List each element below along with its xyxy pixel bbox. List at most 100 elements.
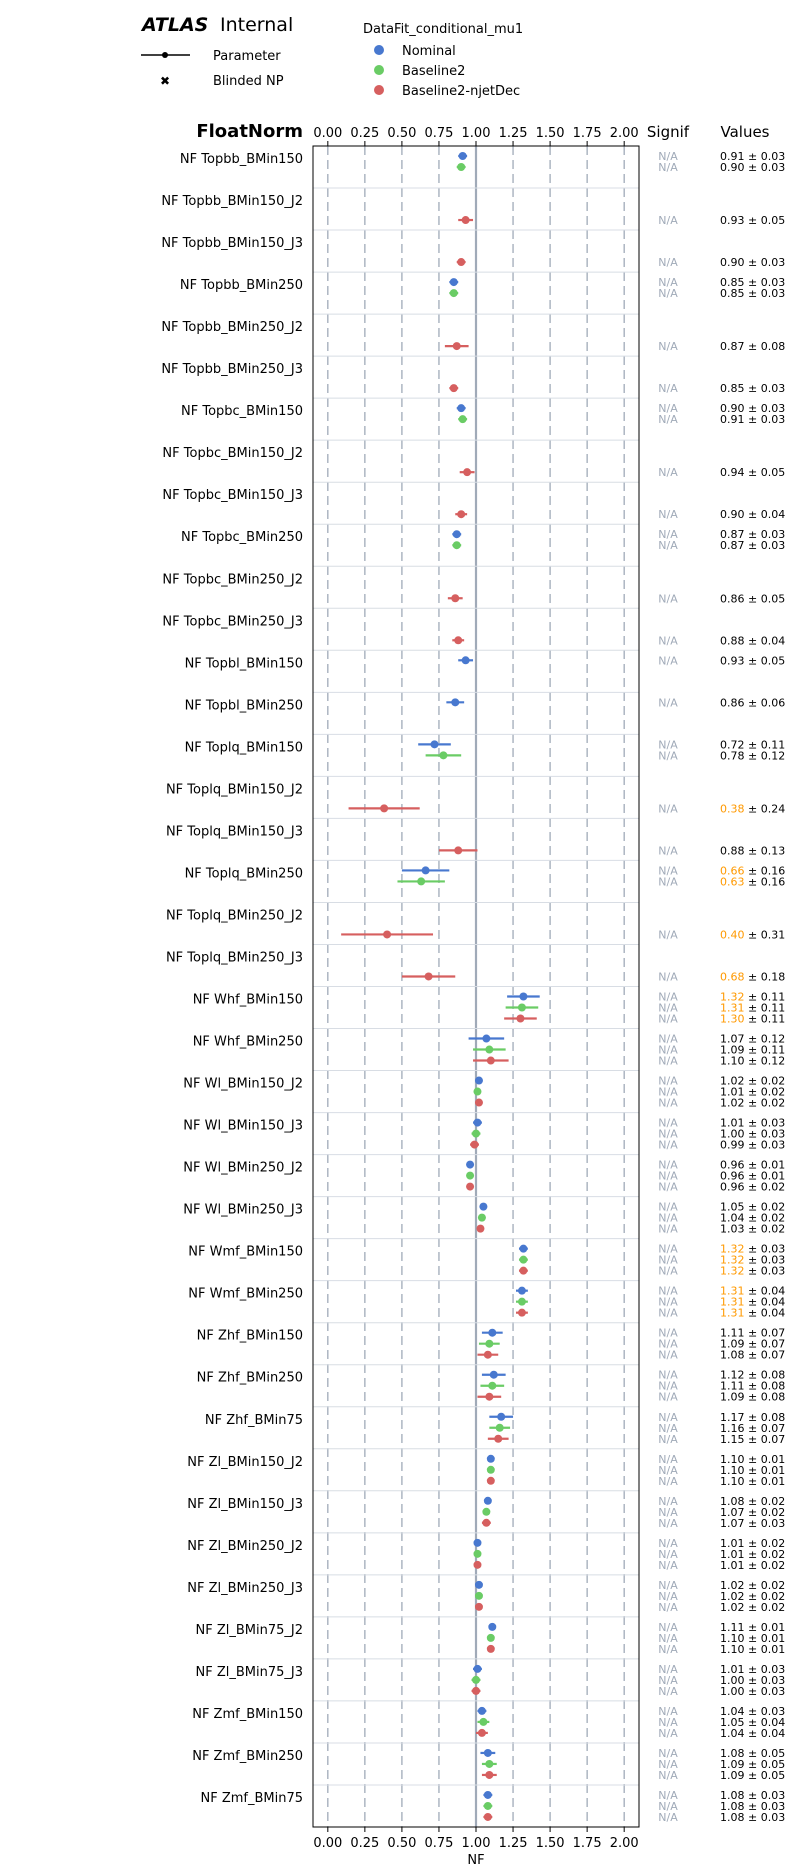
signif-value: N/A bbox=[658, 1139, 678, 1152]
signif-value: N/A bbox=[658, 654, 678, 667]
data-point bbox=[474, 1098, 483, 1107]
data-point bbox=[517, 1286, 526, 1295]
fit-value: 1.07 ± 0.02 bbox=[720, 1506, 785, 1519]
fit-value: 1.01 ± 0.02 bbox=[720, 1537, 785, 1550]
fit-value: 1.09 ± 0.05 bbox=[720, 1769, 785, 1782]
fit-value: 1.00 ± 0.03 bbox=[720, 1685, 785, 1698]
signif-value: N/A bbox=[658, 970, 678, 983]
data-point bbox=[461, 656, 470, 665]
data-point bbox=[485, 1392, 494, 1401]
data-point bbox=[486, 1476, 495, 1485]
parameter-label: NF Topbc_BMin150_J3 bbox=[162, 488, 303, 503]
signif-value: N/A bbox=[658, 1296, 678, 1309]
atlas-brand-suffix: Internal bbox=[220, 14, 293, 36]
data-point bbox=[485, 1759, 494, 1768]
fit-value: 1.16 ± 0.07 bbox=[720, 1422, 785, 1435]
fit-value: 0.85 ± 0.03 bbox=[720, 382, 785, 395]
signif-value: N/A bbox=[658, 413, 678, 426]
signif-value: N/A bbox=[658, 1117, 678, 1130]
fit-value: 1.08 ± 0.02 bbox=[720, 1495, 785, 1508]
signif-value: N/A bbox=[658, 150, 678, 163]
signif-value: N/A bbox=[658, 508, 678, 521]
data-point bbox=[483, 1748, 492, 1757]
signif-value: N/A bbox=[658, 1159, 678, 1172]
data-point bbox=[519, 1255, 528, 1264]
data-point bbox=[486, 1454, 495, 1463]
signif-value: N/A bbox=[658, 1380, 678, 1393]
fit-value: 1.09 ± 0.07 bbox=[720, 1338, 785, 1351]
data-point bbox=[517, 1297, 526, 1306]
data-point bbox=[483, 1496, 492, 1505]
fit-value: 1.08 ± 0.03 bbox=[720, 1800, 785, 1813]
data-point bbox=[485, 1045, 494, 1054]
data-point bbox=[472, 1686, 480, 1695]
fit-value: 1.00 ± 0.03 bbox=[720, 1128, 785, 1141]
section-title: FloatNorm bbox=[196, 121, 303, 142]
legend-label-1: Baseline2 bbox=[402, 64, 465, 79]
data-point bbox=[439, 751, 448, 760]
data-point bbox=[470, 1140, 479, 1149]
parameter-label: NF Zl_BMin75_J2 bbox=[196, 1623, 304, 1638]
fit-value: 0.87 ± 0.03 bbox=[720, 539, 785, 552]
parameter-label: NF Topbc_BMin250 bbox=[181, 530, 303, 545]
signif-value: N/A bbox=[658, 1643, 678, 1656]
data-point bbox=[482, 1518, 491, 1527]
fit-value: 1.09 ± 0.11 bbox=[720, 1044, 785, 1057]
data-point bbox=[519, 1266, 528, 1275]
signif-value: N/A bbox=[658, 1086, 678, 1099]
data-point bbox=[449, 289, 458, 298]
data-point bbox=[483, 1812, 492, 1821]
tick-label-bottom-2: 0.50 bbox=[387, 1836, 416, 1851]
signif-value: N/A bbox=[658, 1243, 678, 1256]
legend-label-0: Nominal bbox=[402, 44, 456, 59]
data-point bbox=[417, 877, 426, 886]
signif-value: N/A bbox=[658, 1800, 678, 1813]
data-point bbox=[473, 1087, 482, 1096]
data-point bbox=[461, 216, 470, 225]
data-point bbox=[454, 636, 463, 645]
signif-value: N/A bbox=[658, 1285, 678, 1298]
signif-value: N/A bbox=[658, 382, 678, 395]
tick-label-top-7: 1.75 bbox=[573, 126, 602, 141]
fit-value: 1.02 ± 0.02 bbox=[720, 1601, 785, 1614]
fit-value: 1.31 ± 0.11 bbox=[720, 1002, 785, 1015]
fit-value: 1.31 ± 0.04 bbox=[720, 1285, 785, 1298]
data-point bbox=[516, 1014, 525, 1023]
legend-marker-0 bbox=[374, 45, 384, 55]
legend-marker-2 bbox=[374, 85, 384, 95]
fit-value: 0.87 ± 0.08 bbox=[720, 340, 785, 353]
fit-value: 1.30 ± 0.11 bbox=[720, 1013, 785, 1026]
signif-value: N/A bbox=[658, 1685, 678, 1698]
fit-value: 0.94 ± 0.05 bbox=[720, 466, 785, 479]
fit-value: 0.93 ± 0.05 bbox=[720, 214, 785, 227]
parameter-label: NF Toplq_BMin250_J2 bbox=[166, 908, 303, 923]
data-point bbox=[486, 1465, 495, 1474]
data-point bbox=[452, 530, 461, 539]
fit-value: 0.87 ± 0.03 bbox=[720, 528, 785, 541]
parameter-label: NF Toplq_BMin250_J3 bbox=[166, 950, 303, 965]
data-point bbox=[473, 1549, 482, 1558]
data-point bbox=[424, 972, 433, 981]
fit-value: 1.10 ± 0.01 bbox=[720, 1643, 785, 1656]
parameter-label: NF Wl_BMin150_J2 bbox=[183, 1077, 303, 1092]
data-point bbox=[430, 740, 439, 749]
data-point bbox=[485, 1339, 494, 1348]
tick-label-top-8: 2.00 bbox=[610, 126, 639, 141]
signif-value: N/A bbox=[658, 256, 678, 269]
tick-label-top-0: 0.00 bbox=[313, 126, 342, 141]
errorbar-marker-dot bbox=[162, 52, 168, 58]
fit-value: 1.05 ± 0.04 bbox=[720, 1716, 785, 1729]
data-point bbox=[519, 992, 528, 1001]
fit-value: 1.31 ± 0.04 bbox=[720, 1296, 785, 1309]
signif-value: N/A bbox=[658, 1097, 678, 1110]
tick-label-bottom-7: 1.75 bbox=[573, 1836, 602, 1851]
data-point bbox=[476, 1224, 485, 1233]
parameter-label: NF Zmf_BMin150 bbox=[192, 1707, 303, 1722]
signif-value: N/A bbox=[658, 1033, 678, 1046]
fit-value: 0.99 ± 0.03 bbox=[720, 1139, 785, 1152]
data-point bbox=[482, 1507, 491, 1516]
fit-value: 0.91 ± 0.03 bbox=[720, 150, 785, 163]
parameter-label: NF Whf_BMin250 bbox=[193, 1035, 303, 1050]
data-point bbox=[488, 1328, 497, 1337]
parameter-label: NF Wl_BMin250_J3 bbox=[183, 1203, 303, 1218]
